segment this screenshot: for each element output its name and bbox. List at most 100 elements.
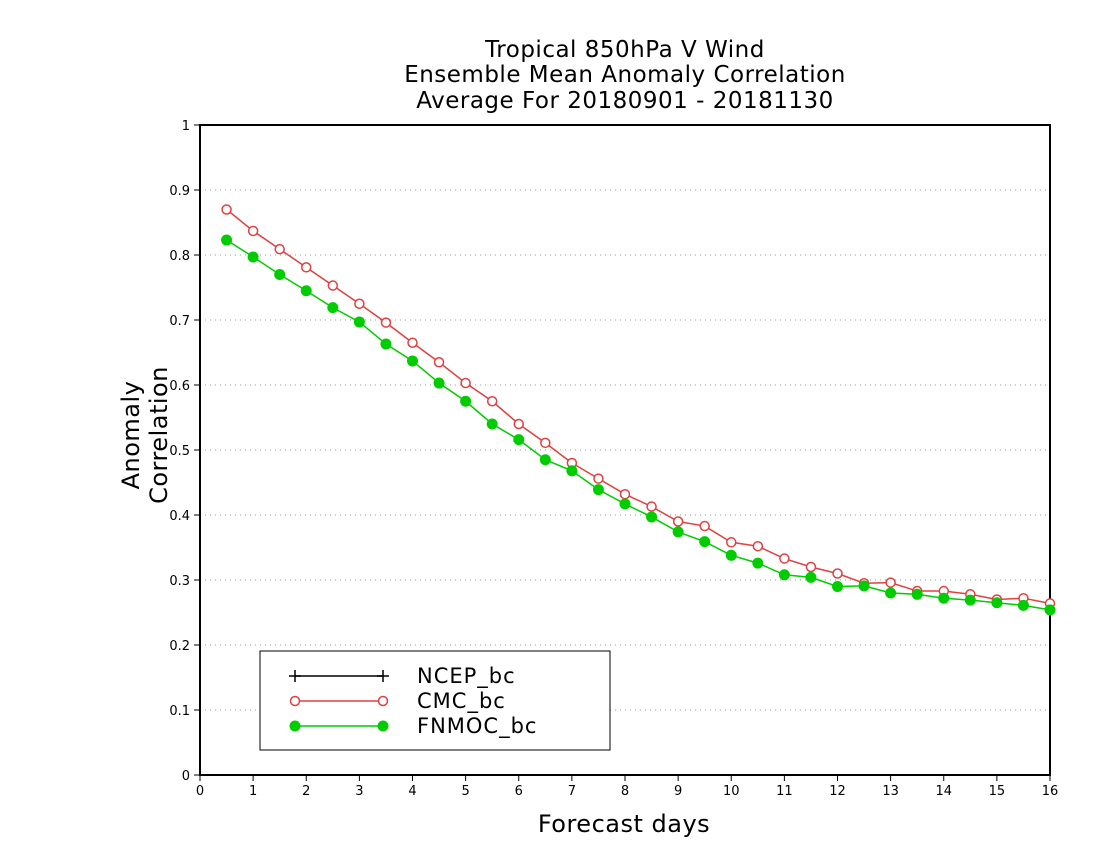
chart-title-line-1: Tropical 850hPa V Wind [485, 37, 765, 63]
fnmoc-bc-point [752, 557, 764, 569]
y-tick-label: 0.8 [169, 249, 190, 264]
x-tick-label: 2 [302, 784, 310, 799]
y-tick-label: 0.4 [169, 509, 190, 524]
cmc-bc-point [513, 418, 524, 430]
fnmoc-bc-point [539, 454, 551, 466]
grid-lines [200, 189, 1050, 711]
fnmoc-bc-point [460, 395, 472, 407]
cmc-bc-point [779, 553, 790, 564]
y-tick-label: 1 [182, 119, 190, 134]
cmc-bc-point [354, 298, 365, 309]
cmc-bc-point [540, 437, 551, 449]
legend-marker [289, 720, 301, 732]
cmc-bc-point [752, 540, 764, 552]
x-tick-label: 5 [461, 784, 469, 799]
fnmoc-bc-point [699, 536, 711, 548]
fnmoc-bc-point [1017, 599, 1029, 611]
cmc-bc-point [646, 501, 657, 512]
fnmoc-bc-point [646, 511, 658, 523]
fnmoc-bc-point [725, 549, 737, 561]
fnmoc-bc-point [672, 526, 684, 538]
fnmoc-bc-line [226, 239, 1051, 611]
cmc-bc-point [301, 262, 312, 273]
fnmoc-bc-point [858, 580, 870, 592]
fnmoc-bc-point [592, 484, 604, 496]
x-tick-label: 14 [935, 784, 952, 799]
y-tick-label: 0.6 [169, 379, 190, 394]
fnmoc-bc-point [964, 594, 976, 606]
x-tick-label: 3 [355, 784, 363, 799]
fnmoc-bc-point [300, 285, 312, 297]
x-tick-label: 15 [989, 784, 1006, 799]
cmc-bc-point [460, 377, 471, 389]
fnmoc-bc-point [407, 355, 418, 367]
fnmoc-bc-point [380, 338, 392, 350]
x-tick-label: 7 [568, 784, 576, 799]
legend-marker [377, 695, 389, 707]
cmc-bc-point [805, 561, 817, 573]
cmc-bc-point [885, 577, 896, 588]
cmc-bc-point [699, 520, 710, 532]
y-tick-label: 0 [182, 769, 190, 784]
legend-marker [289, 695, 301, 707]
fnmoc-bc-point [327, 302, 339, 314]
legend-item-fnmoc-bc: FNMOC_bc [289, 714, 537, 739]
fnmoc-bc-point [247, 251, 259, 263]
fnmoc-bc-point [353, 316, 365, 328]
cmc-bc-point [327, 280, 339, 291]
x-tick-label: 16 [1042, 784, 1059, 799]
fnmoc-bc-point [274, 269, 286, 280]
x-tick-label: 9 [674, 784, 682, 799]
fnmoc-bc-point [1044, 604, 1056, 616]
cmc-bc-point [593, 473, 604, 484]
fnmoc-bc-point [885, 587, 897, 599]
series-layer [221, 204, 1056, 616]
x-tick-label: 11 [776, 784, 793, 799]
cmc-bc-point [407, 337, 418, 348]
legend-item-cmc-bc: CMC_bc [289, 689, 505, 714]
x-tick-label: 1 [249, 784, 257, 799]
y-tick-label: 0.5 [169, 444, 190, 459]
fnmoc-bc-point [433, 377, 445, 389]
legend-marker [377, 670, 389, 682]
legend-item-ncep-bc: NCEP_bc [289, 664, 516, 689]
cmc-bc-point [619, 488, 631, 500]
legend-label: NCEP_bc [417, 664, 516, 689]
fnmoc-bc-point [486, 418, 498, 430]
cmc-bc-point [726, 537, 737, 548]
cmc-bc-point [247, 225, 259, 237]
x-tick-label: 6 [515, 784, 523, 799]
x-tick-label: 8 [621, 784, 629, 799]
x-axis-title: Forecast days [537, 810, 711, 838]
legend-marker [377, 720, 389, 732]
fnmoc-bc-point [938, 592, 950, 604]
fnmoc-bc-point [805, 571, 817, 583]
x-tick-label: 13 [882, 784, 899, 799]
fnmoc-bc-point [513, 434, 525, 446]
cmc-bc-point [832, 568, 843, 579]
chart-title-line-2: Ensemble Mean Anomaly Correlation [404, 62, 846, 88]
cmc-bc-point [672, 516, 684, 527]
fnmoc-bc-point [832, 581, 843, 592]
fnmoc-bc-point [566, 465, 578, 477]
cmc-bc-point [221, 204, 232, 215]
fnmoc-bc-point [221, 234, 233, 246]
fnmoc-bc-point [619, 498, 631, 510]
y-tick-label: 0.1 [169, 704, 190, 719]
cmc-bc-point [380, 317, 392, 328]
axis-ticks: 00.10.20.30.40.50.60.70.80.910 1 2 3 4 5 6 7 8 9 1… [169, 119, 1058, 799]
cmc-bc-point [433, 357, 445, 368]
legend-marker [289, 670, 301, 682]
cmc-bc-point [486, 396, 498, 407]
y-tick-label: 0.2 [169, 639, 190, 654]
x-tick-label: 4 [408, 784, 416, 799]
fnmoc-bc-point [991, 597, 1003, 609]
legend-label: FNMOC_bc [417, 714, 537, 739]
y-tick-label: 0.3 [169, 574, 190, 589]
fnmoc-bc-point [911, 588, 923, 600]
x-tick-label: 10 [723, 784, 740, 799]
cmc-bc-line [226, 208, 1051, 605]
chart-title-line-3: Average For 20180901 - 20181130 [416, 88, 834, 114]
